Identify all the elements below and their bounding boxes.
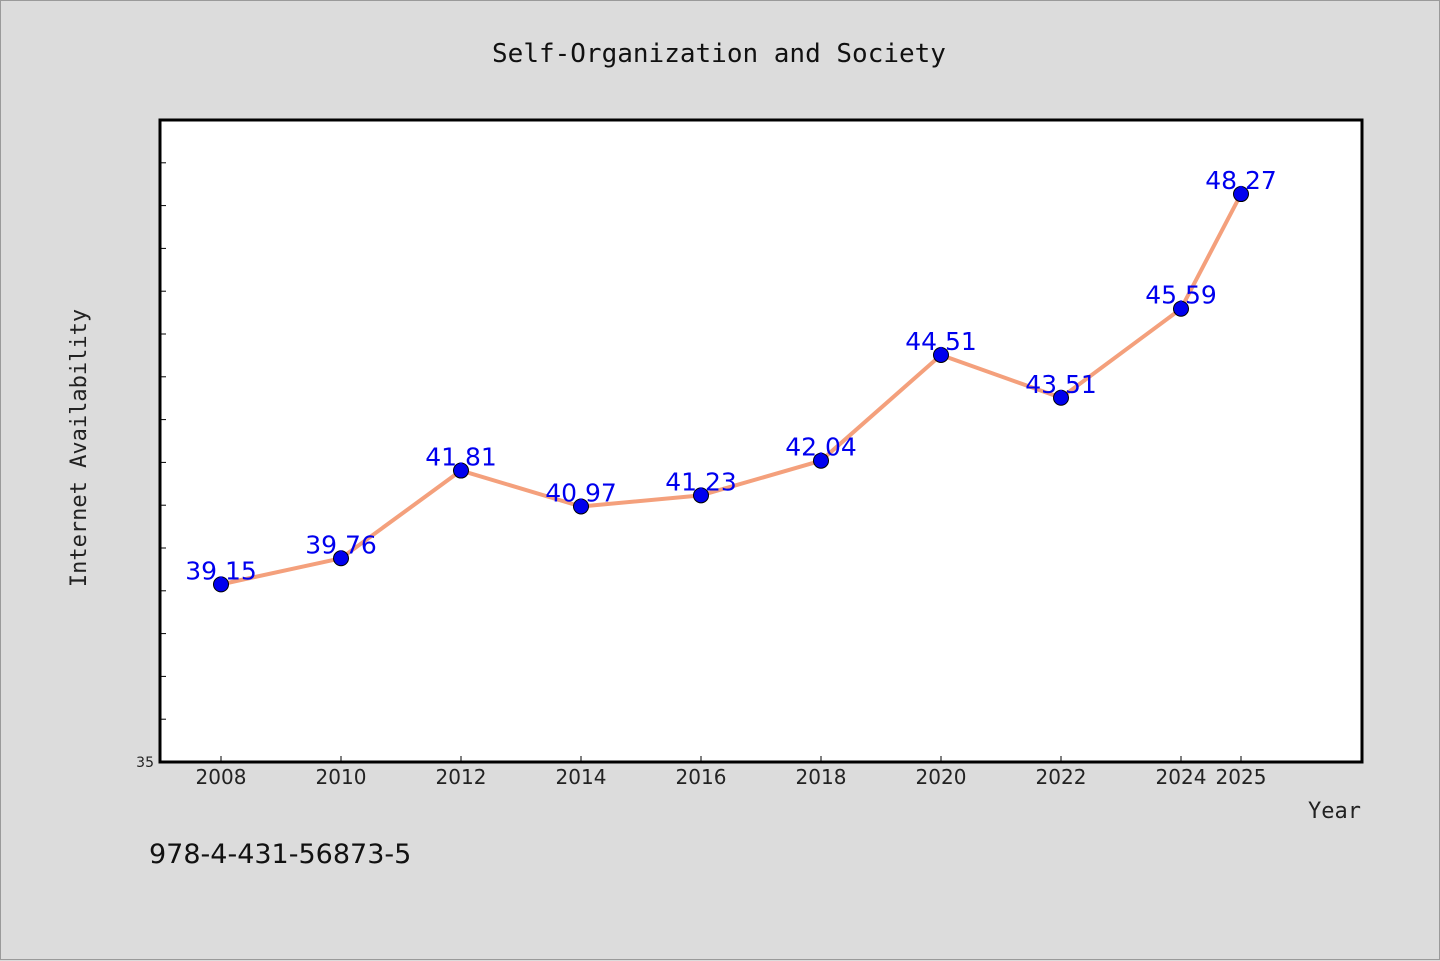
series-markers [213, 186, 1249, 593]
x-tick-label: 2010 [316, 765, 367, 789]
y-axis-label: Internet Availability [67, 309, 92, 587]
x-tick-label: 2024 [1156, 765, 1207, 789]
x-axis-ticks: 2008 2010 2012 2014 2016 2018 2020 2022 2024 2025 [196, 756, 1267, 789]
x-tick-label: 2018 [796, 765, 847, 789]
data-label: 39.76 [305, 530, 377, 559]
x-tick-label: 2025 [1216, 765, 1267, 789]
data-point [693, 487, 709, 504]
data-point [933, 346, 949, 363]
data-point [1053, 389, 1069, 406]
data-point [573, 498, 589, 515]
x-tick-label: 2008 [196, 765, 247, 789]
chart-title: Self-Organization and Society [492, 39, 946, 69]
plot-area [158, 118, 1364, 764]
data-point [1173, 300, 1189, 317]
x-axis-label: Year [1308, 799, 1361, 824]
data-label: 48.27 [1205, 166, 1277, 195]
series-line [219, 192, 1243, 587]
data-label: 39.15 [185, 556, 257, 585]
x-tick-label: 2016 [676, 765, 727, 789]
data-label: 45.59 [1145, 281, 1217, 310]
data-label: 42.04 [785, 433, 857, 462]
x-tick-label: 2022 [1036, 765, 1087, 789]
x-tick-label: 2012 [436, 765, 487, 789]
data-point [453, 462, 469, 479]
isbn-text: 978-4-431-56873-5 [149, 839, 411, 870]
data-point [813, 452, 829, 469]
x-tick-label: 2020 [916, 765, 967, 789]
data-label: 40.97 [545, 478, 617, 507]
x-tick-label: 2014 [556, 765, 607, 789]
data-point [213, 576, 229, 593]
data-point [1233, 186, 1249, 203]
data-label: 41.81 [425, 443, 497, 472]
y-axis-ticks [160, 162, 166, 720]
data-label: 43.51 [1025, 370, 1097, 399]
y-tick-label: 35 [136, 755, 154, 771]
data-labels: 39.15 39.76 41.81 40.97 41.23 42.04 44.51 43.51… [185, 166, 1277, 585]
data-label: 41.23 [665, 467, 737, 496]
data-label: 44.51 [905, 327, 977, 356]
data-point [333, 550, 349, 567]
